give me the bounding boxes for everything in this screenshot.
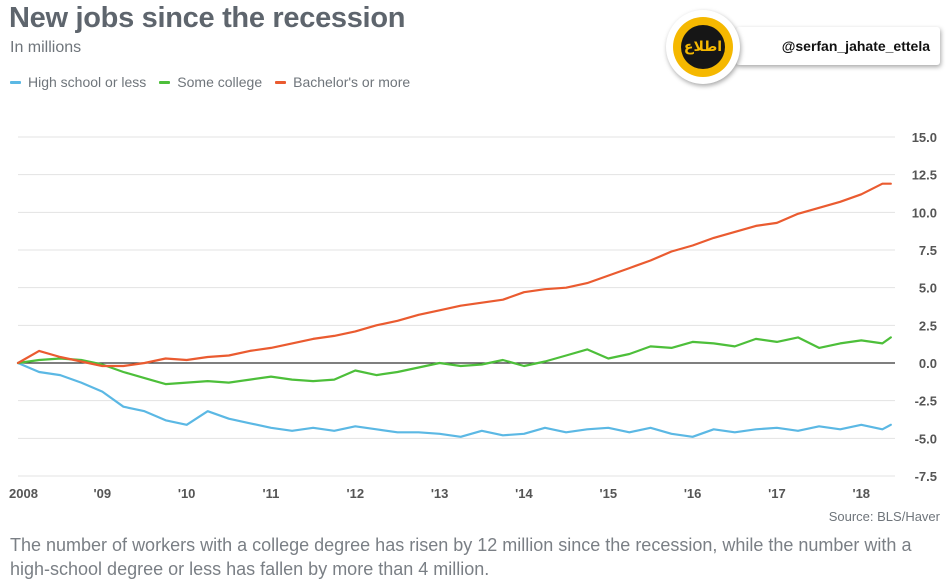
x-tick-label: '15: [600, 486, 618, 501]
chart-subtitle: In millions: [10, 39, 82, 56]
y-tick-label: -2.5: [915, 394, 937, 409]
y-tick-label: 2.5: [919, 318, 937, 333]
x-tick-label: '17: [768, 486, 786, 501]
y-tick-label: -7.5: [915, 469, 937, 484]
line-chart: 15.0 12.5 10.0 7.5 5.0 2.5 0.0 -2.5 -5.0 -7.5 200…: [9, 130, 937, 501]
channel-logo: اطلاع: [666, 10, 740, 84]
channel-logo-mark: اطلاع: [681, 25, 725, 69]
y-tick-label: 12.5: [912, 168, 937, 183]
series-lines: [16, 182, 892, 438]
y-tick-label: 10.0: [912, 205, 937, 220]
legend-label-some-college: Some college: [177, 74, 263, 90]
legend-swatch-some-college: [159, 80, 171, 84]
y-tick-label: 15.0: [912, 130, 937, 145]
y-tick-label: 0.0: [919, 356, 937, 371]
x-tick-label: '09: [94, 486, 112, 501]
x-tick-label: '14: [515, 486, 533, 501]
legend-item-bachelors: Bachelor's or more: [275, 74, 410, 90]
x-tick-label: '11: [263, 486, 280, 501]
y-axis-ticks: 15.0 12.5 10.0 7.5 5.0 2.5 0.0 -2.5 -5.0 -7.5: [912, 130, 937, 484]
y-tick-label: 5.0: [919, 281, 937, 296]
legend-swatch-high-school: [10, 80, 21, 84]
channel-logo-ring: اطلاع: [673, 17, 733, 77]
legend-label-high-school: High school or less: [28, 74, 147, 90]
x-tick-label: '10: [178, 486, 196, 501]
legend-label-bachelors: Bachelor's or more: [293, 74, 411, 90]
channel-handle-bar: @serfan_jahate_ettela: [736, 27, 940, 65]
legend-swatch-bachelors: [275, 80, 287, 84]
x-tick-label: '16: [684, 486, 702, 501]
channel-handle: @serfan_jahate_ettela: [781, 38, 930, 54]
grid-lines: [18, 136, 895, 477]
legend-item-high-school: High school or less: [10, 74, 146, 90]
x-tick-label: '12: [347, 486, 365, 501]
chart-title: New jobs since the recession: [9, 2, 406, 34]
y-tick-label: 7.5: [919, 243, 937, 258]
x-axis-ticks: 2008 '09 '10 '11 '12 '13 '14 '15 '16 '17 '18: [9, 486, 870, 501]
series-line-some-college: [16, 336, 892, 386]
source-note: Source: BLS/Haver: [828, 509, 940, 524]
chart-legend: High school or less Some college Bachelo…: [10, 74, 410, 90]
x-tick-label: '13: [431, 486, 449, 501]
series-line-high-school-or-less: [16, 361, 892, 438]
legend-item-some-college: Some college: [159, 74, 262, 90]
x-tick-label: 2008: [9, 486, 38, 501]
series-line-bachelor-s-or-more: [16, 182, 892, 368]
chart-caption: The number of workers with a college deg…: [10, 535, 912, 579]
x-tick-label: '18: [852, 486, 870, 501]
channel-watermark: @serfan_jahate_ettela اطلاع: [666, 10, 942, 84]
y-tick-label: -5.0: [915, 431, 937, 446]
